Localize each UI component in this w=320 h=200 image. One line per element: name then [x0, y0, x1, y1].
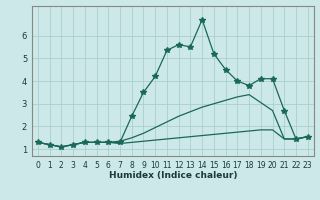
X-axis label: Humidex (Indice chaleur): Humidex (Indice chaleur) [108, 171, 237, 180]
